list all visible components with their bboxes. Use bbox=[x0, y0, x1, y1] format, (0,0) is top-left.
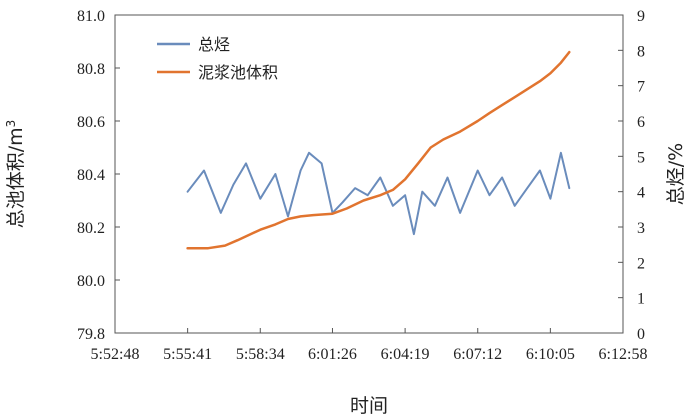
right-tick-label-9: 9 bbox=[637, 8, 645, 25]
x-tick-label-6: 6:10:05 bbox=[526, 346, 575, 363]
y-axis-left-title-sup: 3 bbox=[4, 120, 18, 128]
right-tick-label-5: 5 bbox=[637, 149, 645, 166]
right-tick-label-0: 0 bbox=[637, 326, 645, 343]
plot-frame bbox=[114, 14, 624, 334]
series-line-0 bbox=[186, 151, 571, 236]
x-axis-title: 时间 bbox=[350, 395, 388, 417]
right-tick-label-8: 8 bbox=[637, 43, 645, 60]
left-tick-label-1: 80.0 bbox=[77, 273, 105, 290]
left-tick-label-2: 80.2 bbox=[77, 220, 105, 237]
left-axis: 79.8 80.0 80.2 80.4 80.6 80.8 81.0 bbox=[77, 8, 120, 343]
series-line-1 bbox=[186, 50, 571, 250]
y-axis-right-title: 总烃/% bbox=[665, 143, 687, 205]
series-layer bbox=[186, 50, 571, 250]
left-tick-label-4: 80.6 bbox=[77, 114, 105, 131]
right-axis: 0 1 2 3 4 5 6 7 8 9 bbox=[618, 8, 645, 343]
legend-label-pit-volume: 泥浆池体积 bbox=[198, 63, 278, 82]
x-tick-label-5: 6:07:12 bbox=[453, 346, 502, 363]
y-axis-left-title: 总池体积/m3 bbox=[4, 120, 27, 229]
legend-label-total-hydrocarbon: 总烃 bbox=[198, 35, 230, 54]
left-tick-label-6: 81.0 bbox=[77, 8, 105, 25]
right-tick-label-2: 2 bbox=[637, 255, 645, 272]
x-tick-label-3: 6:01:26 bbox=[308, 346, 357, 363]
x-tick-label-1: 5:55:41 bbox=[163, 346, 212, 363]
x-tick-label-0: 5:52:48 bbox=[91, 346, 140, 363]
left-tick-label-5: 80.8 bbox=[77, 61, 105, 78]
x-tick-label-2: 5:58:34 bbox=[236, 346, 285, 363]
left-tick-label-3: 80.4 bbox=[77, 167, 105, 184]
y-axis-left-title-text: 总池体积/m bbox=[5, 127, 27, 228]
right-tick-label-4: 4 bbox=[637, 185, 645, 202]
left-tick-label-0: 79.8 bbox=[77, 326, 105, 343]
x-axis: 5:52:48 5:55:41 5:58:34 6:01:26 6:04:19 6:07:… bbox=[91, 328, 648, 363]
legend: 总烃 泥浆池体积 bbox=[157, 35, 278, 82]
right-tick-label-3: 3 bbox=[637, 220, 645, 237]
x-tick-label-7: 6:12:58 bbox=[599, 346, 648, 363]
x-tick-label-4: 6:04:19 bbox=[381, 346, 430, 363]
right-tick-label-6: 6 bbox=[637, 114, 645, 131]
right-tick-label-7: 7 bbox=[637, 79, 645, 96]
right-tick-label-1: 1 bbox=[637, 291, 645, 308]
